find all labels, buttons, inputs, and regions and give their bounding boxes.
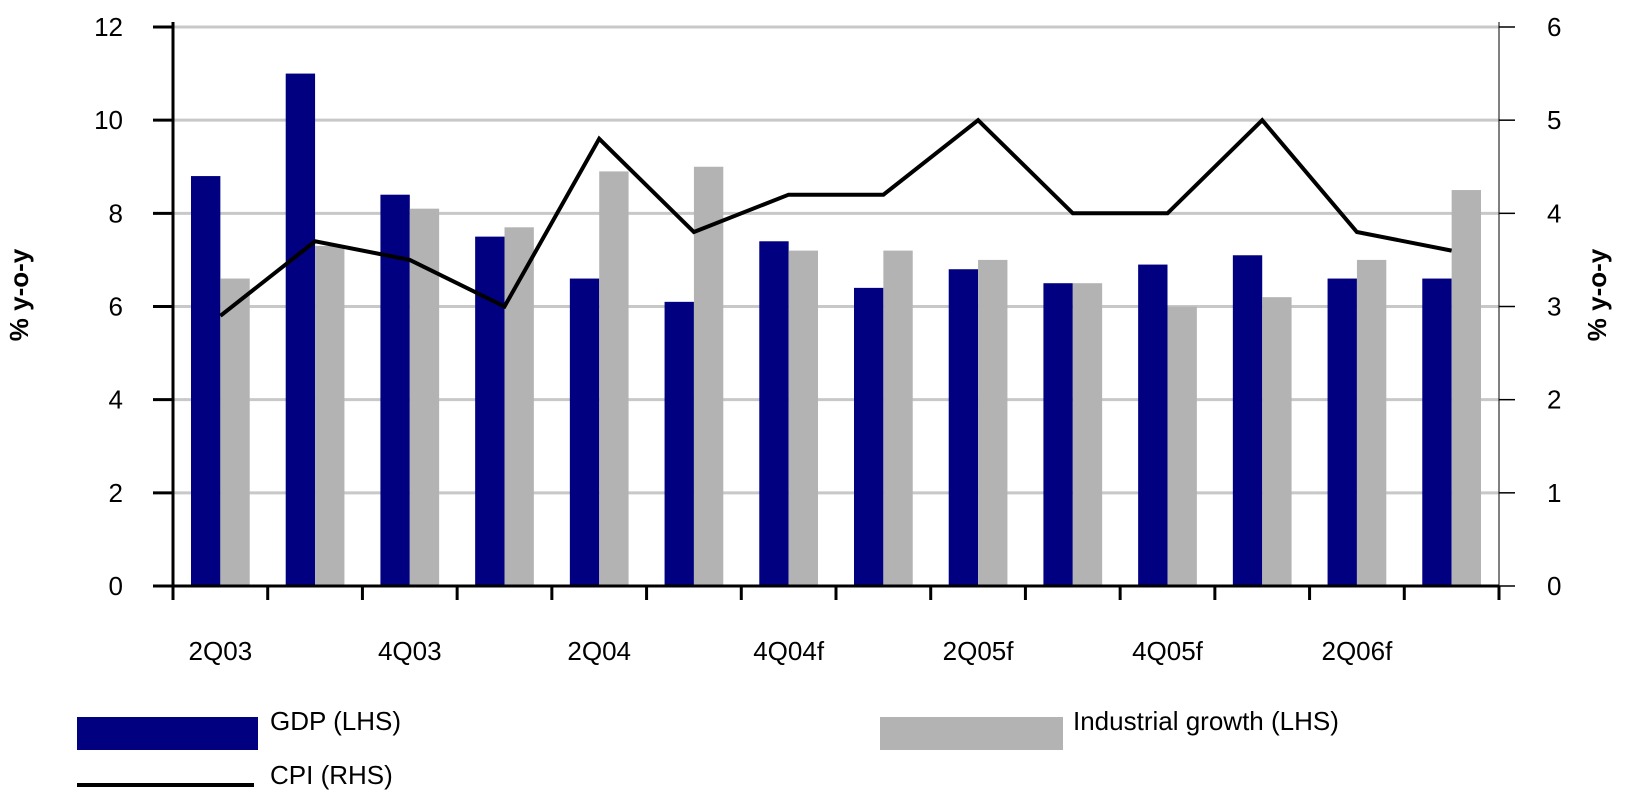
y-tick-label-right: 1	[1547, 478, 1561, 508]
legend-label-industrial: Industrial growth (LHS)	[1073, 706, 1339, 736]
line-cpi	[219, 117, 1452, 318]
bar-gdp	[948, 269, 979, 586]
bar-industrial	[693, 166, 724, 586]
bar-industrial	[599, 171, 629, 587]
x-tick-label: 2Q06f	[1322, 636, 1394, 666]
bar-industrial	[220, 278, 250, 586]
bar-industrial	[788, 250, 819, 586]
y-tick-label-left: 4	[109, 385, 123, 415]
gridlines	[173, 25, 1499, 495]
x-tick-label: 4Q04f	[753, 636, 825, 666]
bar-gdp	[1232, 255, 1263, 586]
bar-gdp	[853, 287, 884, 586]
y-tick-label-right: 4	[1547, 198, 1561, 228]
bar-gdp	[475, 236, 505, 586]
bar-industrial	[1262, 297, 1292, 586]
bar-gdp	[190, 176, 221, 587]
x-tick-label: 2Q03	[189, 636, 253, 666]
x-tick-label: 2Q04	[567, 636, 631, 666]
y-axis-title-right: % y-o-y	[1582, 248, 1612, 341]
legend: GDP (LHS) Industrial growth (LHS) CPI (R…	[77, 706, 1339, 790]
y-tick-label-left: 2	[109, 478, 123, 508]
bar-gdp	[1327, 278, 1357, 586]
y-tick-label-left: 0	[109, 571, 123, 601]
bar-industrial	[315, 245, 345, 587]
bar-industrial	[1072, 283, 1103, 586]
y-tick-label-right: 2	[1547, 385, 1561, 415]
y-tick-label-left: 10	[94, 105, 123, 135]
bar-gdp	[1422, 278, 1452, 586]
y-tick-label-left: 12	[94, 12, 123, 42]
bar-industrial	[978, 259, 1008, 586]
bar-gdp	[664, 301, 694, 586]
bar-gdp	[1138, 264, 1168, 586]
bar-series	[190, 73, 1482, 587]
y-tick-label-left: 8	[109, 198, 123, 228]
y-tick-label-right: 6	[1547, 12, 1561, 42]
bar-industrial	[883, 250, 913, 586]
bar-gdp	[759, 241, 789, 587]
y-axis-title-left: % y-o-y	[4, 248, 34, 341]
legend-swatch-gdp	[77, 717, 258, 750]
legend-swatch-industrial	[880, 717, 1063, 750]
y-tick-label-right: 0	[1547, 571, 1561, 601]
line-series	[219, 117, 1452, 318]
bar-industrial	[1451, 190, 1482, 586]
bar-gdp	[285, 73, 316, 587]
y-tick-label-right: 5	[1547, 105, 1561, 135]
x-tick-label: 4Q05f	[1132, 636, 1204, 666]
y-tick-label-right: 3	[1547, 292, 1561, 322]
y-tick-label-left: 6	[109, 292, 123, 322]
x-tick-label: 2Q05f	[943, 636, 1015, 666]
legend-label-cpi: CPI (RHS)	[270, 760, 393, 790]
bar-industrial	[1356, 259, 1387, 586]
bar-gdp	[569, 278, 600, 586]
bar-industrial	[504, 227, 534, 586]
x-tick-label: 4Q03	[378, 636, 442, 666]
bar-gdp	[1043, 283, 1073, 586]
axes	[153, 22, 1515, 600]
legend-label-gdp: GDP (LHS)	[270, 706, 401, 736]
bar-industrial	[1167, 306, 1197, 586]
